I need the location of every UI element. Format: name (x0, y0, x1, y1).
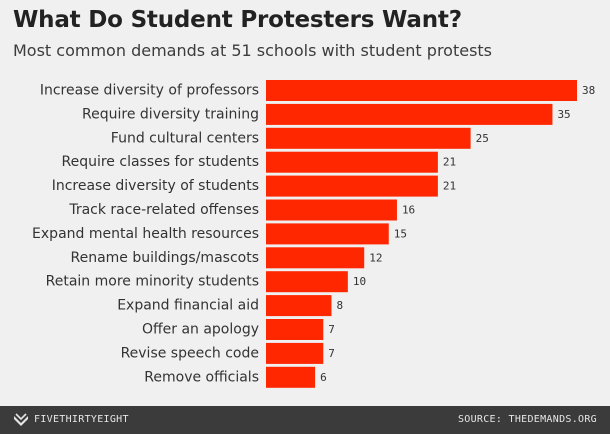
source-note: SOURCE: THEDEMANDS.ORG (457, 414, 597, 425)
bar (266, 151, 438, 173)
category-label: Revise speech code (121, 345, 259, 361)
bar (266, 175, 438, 197)
value-label: 10 (353, 275, 366, 288)
value-label: 25 (476, 132, 489, 145)
bar (266, 127, 471, 149)
value-label: 21 (443, 180, 456, 193)
chart-title: What Do Student Protesters Want? (13, 7, 462, 33)
category-label: Increase diversity of professors (40, 83, 259, 99)
bar (266, 342, 324, 364)
category-label: Offer an apology (142, 322, 259, 338)
fivethirtyeight-logo-icon (14, 413, 28, 426)
bar (266, 366, 316, 388)
bar (266, 80, 577, 101)
value-label: 12 (369, 251, 382, 264)
value-label: 8 (336, 299, 343, 312)
category-label: Require diversity training (82, 106, 259, 122)
category-label: Fund cultural centers (111, 130, 259, 146)
bar (266, 199, 397, 221)
value-label: 35 (557, 108, 570, 121)
chart-subtitle: Most common demands at 51 schools with s… (13, 41, 493, 60)
value-label: 7 (328, 347, 335, 360)
bar (266, 295, 332, 317)
bar (266, 103, 553, 125)
value-label: 15 (394, 227, 407, 240)
brand-name: FIVETHIRTYEIGHT (34, 414, 129, 425)
bar (266, 223, 389, 245)
value-label: 16 (402, 204, 415, 217)
category-label: Remove officials (144, 369, 259, 385)
bar (266, 247, 365, 269)
value-label: 6 (320, 371, 327, 384)
value-label: 38 (582, 84, 595, 97)
bar (266, 271, 348, 293)
category-label: Increase diversity of students (52, 178, 259, 194)
category-label: Expand financial aid (117, 298, 259, 314)
value-label: 7 (328, 323, 335, 336)
value-label: 21 (443, 156, 456, 169)
category-label: Retain more minority students (46, 274, 259, 290)
category-label: Expand mental health resources (32, 226, 259, 242)
category-label: Track race-related offenses (68, 202, 259, 218)
footer: FIVETHIRTYEIGHT SOURCE: THEDEMANDS.ORG (0, 406, 610, 434)
category-label: Require classes for students (62, 154, 260, 170)
bar (266, 319, 324, 340)
bar-chart: Increase diversity of professors 38 Requir… (32, 80, 595, 388)
category-label: Rename buildings/mascots (70, 250, 259, 266)
